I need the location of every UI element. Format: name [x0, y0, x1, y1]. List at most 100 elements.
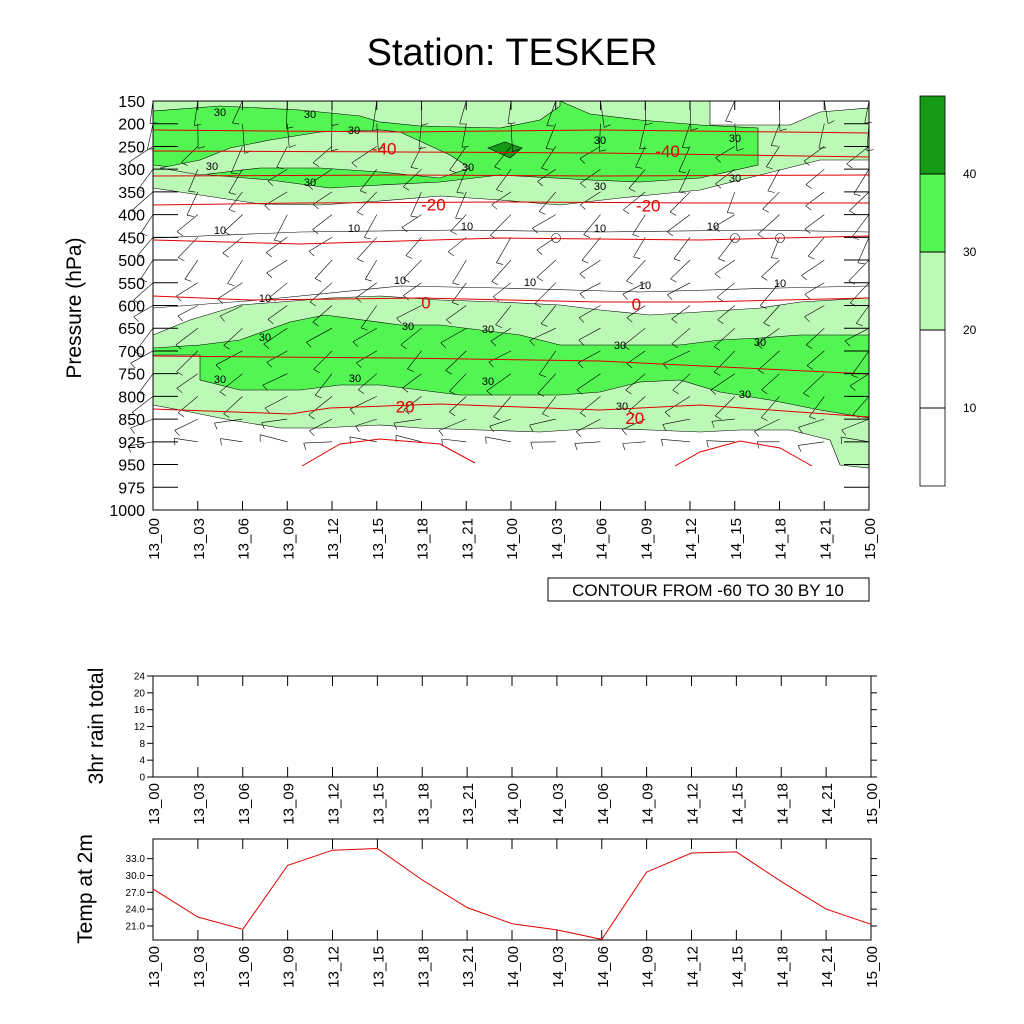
wind-barb	[715, 168, 735, 189]
wind-barb	[214, 418, 243, 430]
wind-barb	[137, 169, 154, 193]
wind-barb	[402, 168, 422, 191]
wind-barb	[633, 237, 646, 260]
wind-barb	[760, 396, 780, 421]
wind-barb	[215, 350, 243, 371]
wind-barb	[228, 191, 243, 213]
rh-contour-label: 10	[594, 223, 606, 235]
time-tick-label: 15_00	[864, 783, 881, 825]
wind-barb	[844, 327, 870, 347]
wind-barb	[130, 418, 154, 434]
wind-barb	[851, 350, 870, 378]
wind-barb	[804, 282, 825, 300]
time-tick-label: 13_18	[415, 518, 432, 560]
wind-barb	[754, 418, 780, 437]
isotherm-closed	[301, 438, 476, 467]
wind-barb	[223, 327, 243, 350]
rh-contour-label: 30	[462, 162, 474, 174]
pressure-tick-label: 1000	[109, 503, 145, 520]
wind-barb	[217, 282, 243, 304]
wind-barb	[538, 350, 557, 378]
pressure-tick-label: 550	[118, 276, 145, 293]
wind-barb	[805, 168, 825, 189]
wind-barb	[491, 191, 512, 210]
wind-barb	[176, 373, 198, 393]
wind-barb	[670, 259, 691, 283]
wind-barb	[176, 214, 198, 236]
wind-barb	[312, 146, 333, 167]
wind-barb	[140, 259, 154, 282]
rh-contour-label: 10	[774, 278, 786, 290]
time-tick-label: 14_21	[819, 783, 836, 825]
wind-barb	[276, 146, 288, 169]
wind-barb	[541, 146, 557, 171]
wind-barb	[857, 237, 870, 265]
wind-barb	[496, 169, 512, 193]
y-tick-label: 8	[139, 739, 145, 750]
isotherm-line	[152, 174, 870, 177]
wind-barb	[230, 146, 243, 175]
wind-barb	[308, 237, 333, 257]
time-tick-label: 13_00	[146, 946, 163, 988]
wind-barb	[197, 123, 205, 149]
wind-barb	[664, 396, 691, 418]
colorbar-swatch	[919, 95, 946, 175]
time-tick-label: 14_15	[729, 783, 746, 825]
wind-barb	[714, 259, 735, 279]
wind-barb	[440, 327, 467, 348]
time-tick-label: 14_18	[774, 783, 791, 825]
time-tick-label: 14_09	[638, 518, 655, 560]
wind-barb	[667, 214, 691, 237]
wind-barb	[661, 439, 691, 447]
isotherm-line	[152, 201, 869, 206]
rain-ylabel: 3hr rain total	[85, 668, 108, 785]
wind-barb	[575, 418, 601, 438]
wind-barb	[224, 214, 243, 236]
wind-barb	[626, 259, 646, 285]
time-tick-label: 13_18	[415, 946, 432, 988]
wind-barb	[714, 396, 736, 420]
wind-barb	[267, 305, 288, 325]
wind-barb	[274, 214, 288, 242]
temp-panel: 13_00 13_03 13_06 13_09 13_12 13_15 13_18 13_21…	[74, 834, 881, 988]
time-tick-label: 14_18	[773, 518, 790, 560]
pressure-tick-label: 450	[118, 230, 145, 247]
pressure-tick-label: 350	[118, 185, 145, 202]
wind-barb	[581, 237, 601, 264]
wind-barb	[579, 282, 601, 299]
wind-barb	[486, 373, 512, 396]
wind-barb	[227, 259, 243, 286]
wind-barb	[401, 214, 422, 233]
wind-barb	[356, 237, 378, 263]
wind-barb	[128, 146, 154, 168]
isotherm-line	[152, 129, 870, 134]
wind-barb	[376, 123, 385, 150]
wind-barb	[308, 396, 333, 420]
time-tick-label: 13_15	[370, 946, 387, 988]
contour-info-label: CONTOUR FROM -60 TO 30 BY 10	[572, 581, 844, 600]
rh-contour-label: 10	[461, 221, 473, 233]
rh-contour-label: 30	[259, 332, 271, 344]
wind-barb	[228, 169, 243, 195]
colorbar-swatch	[919, 329, 946, 409]
y-tick-label: 30.0	[126, 871, 146, 882]
pressure-tick-label: 950	[118, 458, 145, 475]
time-tick-label: 15_00	[862, 518, 879, 560]
wind-barb	[864, 100, 872, 124]
wind-barb	[372, 100, 380, 131]
wind-barb	[855, 305, 870, 327]
colorbar: 10 20 30 40	[919, 95, 977, 487]
time-tick-label: 13_09	[281, 946, 298, 988]
rh-contour-label: 10	[707, 221, 719, 233]
calm-wind-circle	[730, 233, 740, 243]
wind-barb	[177, 305, 198, 322]
wind-barb	[490, 214, 512, 240]
wind-barb	[176, 350, 199, 376]
wind-barb	[184, 259, 199, 282]
main-ylabel: Pressure (hPa)	[63, 237, 86, 378]
time-tick-label: 13_03	[191, 518, 208, 560]
pressure-tick-label: 250	[118, 139, 145, 156]
wind-barb	[356, 191, 378, 216]
wind-barb	[671, 305, 691, 324]
